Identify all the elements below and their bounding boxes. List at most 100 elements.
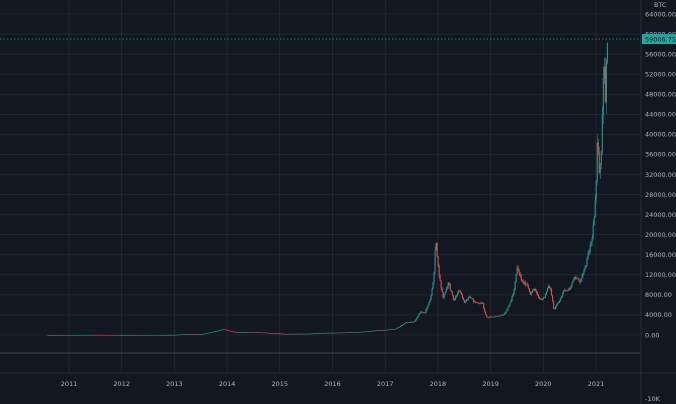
candle-body-452 [505, 311, 507, 314]
candle-body-535 [589, 245, 591, 252]
candle-body-272 [323, 333, 325, 334]
candle-body-450 [503, 314, 505, 315]
candle-body-137 [186, 334, 188, 335]
candle-body-211 [261, 332, 263, 334]
y-tick-label-5: 44000.00 [645, 111, 676, 119]
candle-body-404 [456, 293, 458, 296]
candle-body-103 [151, 334, 153, 336]
x-tick-label-1: 2012 [113, 380, 130, 388]
candle-body-541 [595, 180, 597, 200]
candle-body-492 [546, 291, 548, 294]
candle-body-162 [211, 331, 213, 333]
candle-body-216 [266, 332, 268, 334]
candle-body-456 [509, 302, 511, 306]
candle-body-167 [216, 331, 218, 332]
candle-body-528 [582, 272, 584, 276]
candle-body-193 [243, 332, 245, 333]
candle-body-251 [301, 333, 303, 335]
candle-body-185 [234, 331, 236, 333]
candle-body-372 [424, 312, 426, 314]
candle-body-408 [460, 292, 462, 295]
candle-body-183 [232, 331, 234, 333]
candle-body-174 [223, 329, 225, 330]
candle-body-161 [210, 332, 212, 333]
candle-body-57 [105, 334, 107, 336]
candle-body-151 [200, 334, 202, 336]
candle-body-100 [148, 334, 150, 336]
candle-body-156 [205, 333, 207, 334]
candle-body-401 [453, 299, 455, 301]
candle-body-263 [313, 333, 315, 334]
candle-body-515 [569, 288, 571, 290]
candle-body-359 [411, 321, 413, 323]
candle-body-453 [506, 309, 508, 312]
y-tick-label-2: 56000.00 [645, 50, 676, 58]
candle-body-513 [567, 290, 569, 291]
candle-body-76 [124, 334, 126, 336]
candle-body-191 [240, 332, 242, 334]
candle-body-397 [449, 284, 451, 290]
candle-body-366 [418, 313, 420, 317]
candle-body-134 [183, 334, 185, 335]
candle-body-346 [398, 327, 400, 328]
candle-body-518 [572, 281, 574, 283]
y-tick-label-8: 32000.00 [645, 171, 676, 179]
candle-body-342 [394, 328, 396, 330]
candle-body-402 [454, 296, 456, 301]
candle-body-91 [139, 334, 141, 336]
candle-body-519 [573, 278, 575, 282]
candle-body-17 [64, 334, 66, 336]
candle-body-138 [187, 334, 189, 335]
y-tick-label-14: 8000.00 [645, 291, 672, 299]
candle-body-143 [192, 334, 194, 335]
candle-body-388 [440, 280, 442, 289]
candle-body-207 [257, 332, 259, 333]
candle-body-153 [202, 334, 204, 335]
candle-body-507 [561, 295, 563, 299]
y-tick-label-6: 40000.00 [645, 131, 676, 139]
candle-body-367 [419, 313, 421, 314]
candle-body-73 [121, 334, 123, 336]
candle-body-286 [337, 332, 339, 334]
candle-body-371 [423, 312, 425, 314]
candle-body-159 [208, 332, 210, 334]
candle-body-396 [448, 282, 450, 285]
candle-body-34 [81, 334, 83, 336]
candle-body-197 [247, 332, 249, 333]
candle-body-111 [159, 334, 161, 336]
candle-body-433 [486, 314, 488, 317]
candle-body-430 [483, 302, 485, 309]
candle-body-254 [304, 333, 306, 335]
candle-body-512 [566, 289, 568, 291]
candle-body-20 [67, 334, 69, 336]
candle-body-246 [296, 333, 298, 335]
candle-body-59 [107, 334, 109, 336]
candle-body-511 [565, 289, 567, 291]
candle-body-232 [282, 333, 284, 335]
candle-body-469 [522, 281, 524, 284]
candle-body-123 [172, 334, 174, 336]
candle-body-360 [412, 321, 414, 323]
candle-body-486 [539, 298, 541, 300]
candle-body-231 [281, 333, 283, 335]
candle-body-425 [478, 302, 480, 304]
candle-body-178 [227, 330, 229, 331]
candle-body-149 [198, 334, 200, 336]
candle-body-490 [544, 296, 546, 298]
candle-body-180 [229, 330, 231, 332]
candle-body-532 [586, 258, 588, 266]
candle-body-349 [401, 325, 403, 327]
candle-body-282 [333, 332, 335, 334]
candle-body-3 [50, 334, 52, 336]
candle-body-276 [327, 332, 329, 334]
y-tick-label-9: 28000.00 [645, 191, 676, 199]
candle-body-520 [574, 277, 576, 279]
candle-body-509 [563, 290, 565, 293]
candle-body-422 [475, 301, 477, 303]
candle-body-177 [226, 329, 228, 331]
candle-body-328 [379, 330, 381, 331]
candle-body-444 [497, 316, 499, 317]
candle-body-339 [390, 329, 392, 330]
candle-body-548 [602, 77, 604, 115]
